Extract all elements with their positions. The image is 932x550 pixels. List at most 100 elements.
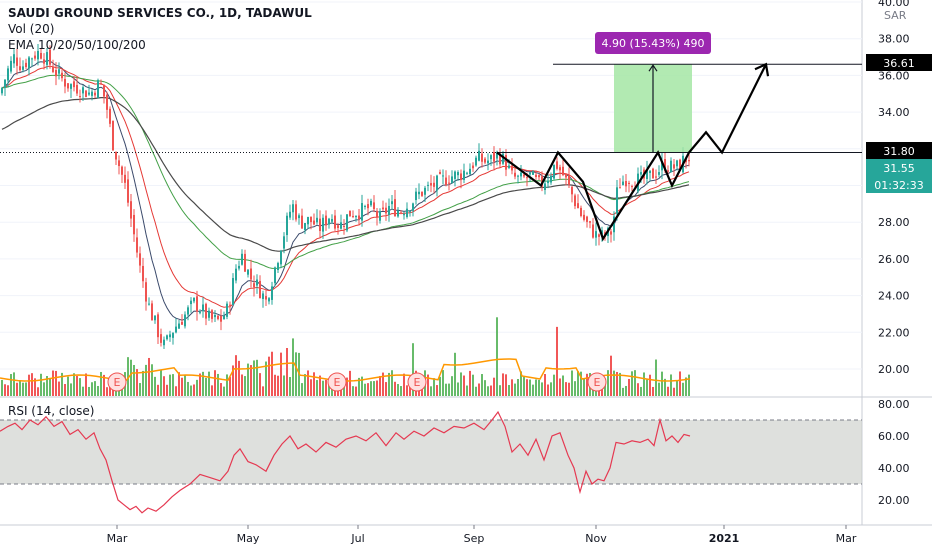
- volume-bar: [250, 365, 252, 396]
- volume-bar: [385, 382, 387, 396]
- volume-bar: [559, 378, 561, 396]
- measure-arrow-head: [648, 64, 658, 72]
- volume-bar: [97, 385, 99, 396]
- volume-legend[interactable]: Vol (20): [8, 22, 55, 36]
- candle-body: [160, 334, 162, 343]
- earnings-marker-circle: [587, 372, 607, 392]
- candle-body: [658, 172, 660, 175]
- candle-body: [538, 175, 540, 178]
- ema-50-line: [1, 74, 690, 269]
- candle-body: [439, 172, 441, 174]
- volume-bar: [487, 386, 489, 396]
- volume-bar: [658, 382, 660, 396]
- candle-body: [364, 205, 366, 207]
- volume-bar: [16, 382, 18, 396]
- candle-body: [67, 83, 69, 89]
- candle-body: [448, 182, 450, 184]
- volume-bar: [37, 387, 39, 396]
- candle-body: [34, 55, 36, 59]
- volume-bar: [382, 372, 384, 396]
- candle-body: [193, 297, 195, 302]
- volume-bar: [259, 373, 261, 396]
- candle-body: [601, 230, 603, 235]
- time-tick-label: Nov: [585, 532, 607, 545]
- candle-body: [349, 210, 351, 217]
- volume-bar: [304, 374, 306, 396]
- volume-bar: [151, 364, 153, 396]
- candle-body: [262, 293, 264, 299]
- candle-body: [505, 155, 507, 170]
- candle-body: [649, 170, 651, 174]
- earnings-marker-label: E: [114, 376, 121, 389]
- volume-bar: [7, 385, 9, 396]
- candle-body: [622, 181, 624, 185]
- volume-bar: [154, 376, 156, 396]
- volume-bar: [556, 326, 558, 396]
- candle-body: [457, 172, 459, 176]
- candle-body: [211, 310, 213, 319]
- volume-bar: [148, 357, 150, 396]
- candle-body: [10, 60, 12, 72]
- measure-label: 4.90 (15.43%) 490: [601, 37, 704, 50]
- candle-body: [46, 52, 48, 65]
- volume-bar: [373, 381, 375, 396]
- volume-bar: [379, 375, 381, 396]
- candle-body: [307, 217, 309, 225]
- volume-bar: [265, 361, 267, 396]
- volume-bar: [619, 372, 621, 396]
- candle-body: [598, 234, 600, 237]
- candle-body: [52, 66, 54, 72]
- price-pane[interactable]: [0, 0, 862, 396]
- volume-bar: [442, 370, 444, 396]
- volume-bar: [460, 372, 462, 396]
- volume-bar: [130, 359, 132, 396]
- volume-bar: [31, 373, 33, 396]
- volume-bar: [325, 379, 327, 396]
- candle-body: [379, 211, 381, 221]
- earnings-marker-label: E: [334, 376, 341, 389]
- ema-legend[interactable]: EMA 10/20/50/100/200: [8, 38, 146, 52]
- candle-body: [313, 220, 315, 225]
- volume-bar: [19, 380, 21, 396]
- pattern-zigzag[interactable]: [496, 63, 767, 242]
- candle-body: [121, 166, 123, 175]
- candle-body: [679, 159, 681, 171]
- volume-bar: [217, 373, 219, 396]
- candle-body: [418, 191, 420, 195]
- candle-body: [331, 219, 333, 222]
- candle-body: [322, 217, 324, 232]
- volume-bar: [40, 373, 42, 396]
- volume-bar: [55, 370, 57, 396]
- candle-body: [64, 78, 66, 87]
- candle-body: [196, 296, 198, 312]
- volume-bar: [58, 381, 60, 396]
- candle-body: [40, 52, 42, 59]
- candle-body: [562, 166, 564, 176]
- volume-bar: [157, 384, 159, 396]
- rsi-legend[interactable]: RSI (14, close): [8, 404, 95, 418]
- volume-bar: [247, 363, 249, 396]
- candle-body: [283, 236, 285, 249]
- candle-body: [148, 303, 150, 305]
- volume-bar: [634, 370, 636, 396]
- candle-body: [205, 303, 207, 319]
- volume-bar: [244, 376, 246, 396]
- candle-body: [496, 152, 498, 159]
- volume-bar: [526, 379, 528, 396]
- candle-body: [463, 170, 465, 180]
- candle-body: [7, 68, 9, 81]
- candle-body: [436, 175, 438, 191]
- candle-body: [406, 208, 408, 217]
- volume-bar: [370, 381, 372, 396]
- volume-bar: [163, 376, 165, 396]
- ema-200-line: [1, 96, 690, 252]
- volume-bar: [136, 369, 138, 396]
- time-tick-label: Mar: [836, 532, 857, 545]
- candle-body: [124, 174, 126, 183]
- volume-bar: [667, 386, 669, 396]
- candle-body: [166, 335, 168, 340]
- rsi-tick-label: 20.00: [878, 494, 910, 507]
- volume-bar: [184, 375, 186, 396]
